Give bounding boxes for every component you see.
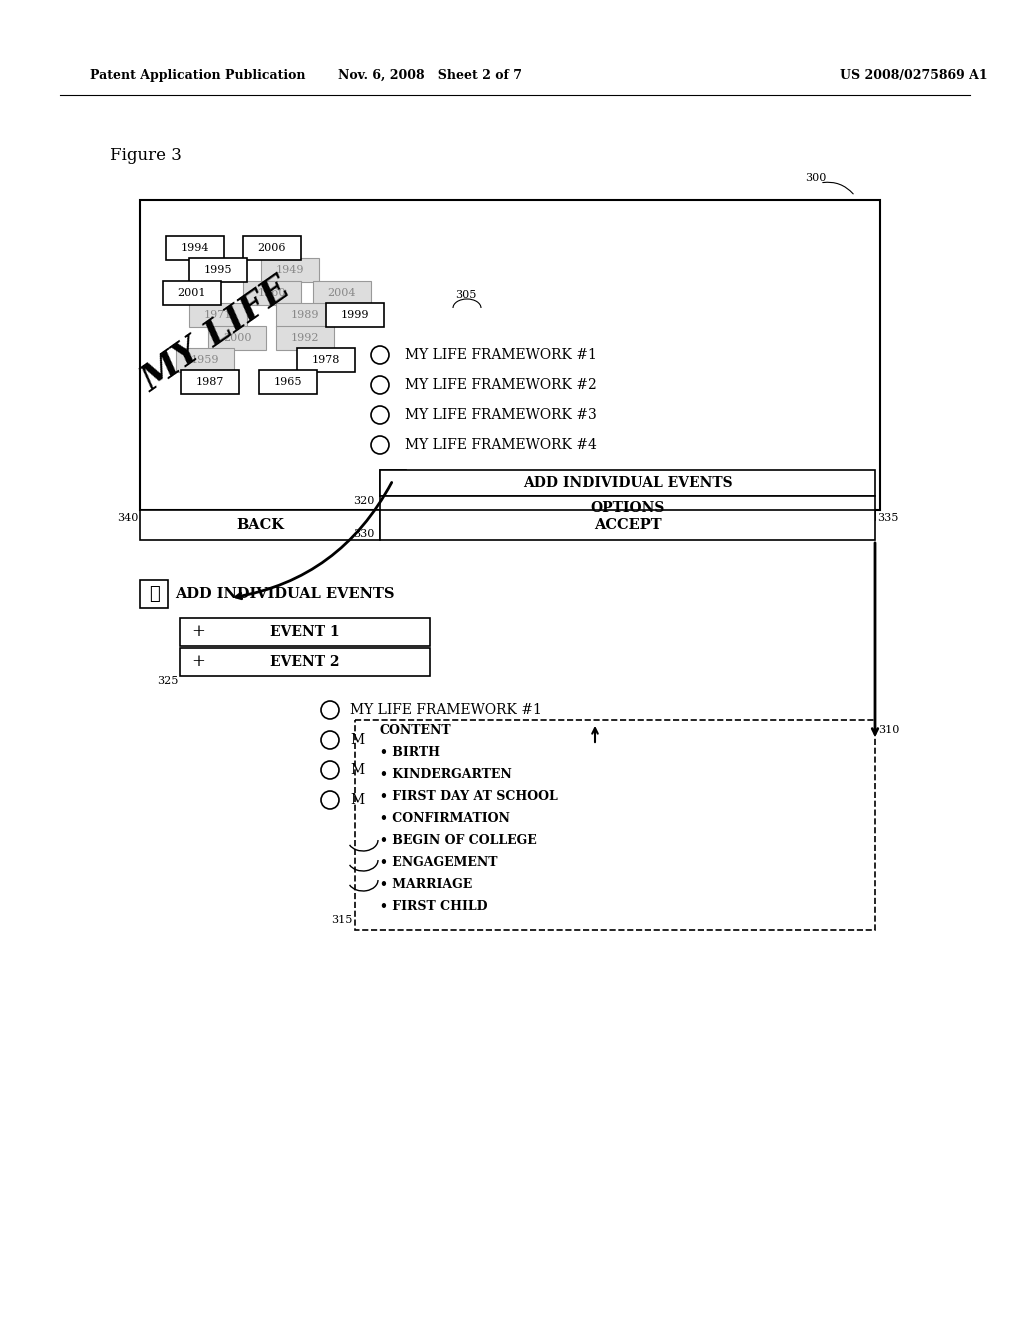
Text: • BEGIN OF COLLEGE: • BEGIN OF COLLEGE (380, 833, 537, 846)
Text: 1978: 1978 (312, 355, 340, 366)
Text: 335: 335 (877, 513, 898, 523)
Text: 2006: 2006 (258, 243, 287, 253)
Text: 1994: 1994 (181, 243, 209, 253)
Polygon shape (243, 236, 301, 260)
Text: 1987: 1987 (196, 378, 224, 387)
Polygon shape (313, 281, 371, 305)
Text: M: M (350, 733, 365, 747)
Text: • MARRIAGE: • MARRIAGE (380, 878, 472, 891)
Text: • FIRST CHILD: • FIRST CHILD (380, 899, 487, 912)
Polygon shape (180, 648, 430, 676)
Text: Nov. 6, 2008   Sheet 2 of 7: Nov. 6, 2008 Sheet 2 of 7 (338, 69, 522, 82)
Text: 2004: 2004 (328, 288, 356, 298)
Text: 2000: 2000 (223, 333, 251, 343)
Polygon shape (176, 348, 234, 372)
Text: 340: 340 (117, 513, 138, 523)
Polygon shape (140, 510, 380, 540)
Polygon shape (208, 326, 266, 350)
Polygon shape (180, 618, 430, 645)
Polygon shape (189, 304, 247, 327)
Text: MY LIFE FRAMEWORK #4: MY LIFE FRAMEWORK #4 (406, 438, 597, 451)
Polygon shape (140, 579, 168, 609)
Text: MY LIFE FRAMEWORK #2: MY LIFE FRAMEWORK #2 (406, 378, 597, 392)
Text: OPTIONS: OPTIONS (591, 502, 666, 515)
Polygon shape (380, 470, 874, 496)
Text: 330: 330 (353, 529, 375, 539)
Text: EVENT 1: EVENT 1 (270, 624, 340, 639)
Polygon shape (259, 370, 317, 393)
Text: 310: 310 (878, 725, 899, 735)
Polygon shape (163, 281, 221, 305)
Text: ACCEPT: ACCEPT (594, 517, 662, 532)
Text: 1992: 1992 (291, 333, 319, 343)
Text: M: M (350, 763, 365, 777)
Text: 1949: 1949 (275, 265, 304, 275)
Text: 1999: 1999 (341, 310, 370, 319)
Text: 1960: 1960 (258, 288, 287, 298)
Text: MY LIFE FRAMEWORK #1: MY LIFE FRAMEWORK #1 (406, 348, 597, 362)
Text: MY LIFE: MY LIFE (134, 271, 296, 399)
Text: 300: 300 (805, 173, 826, 183)
Polygon shape (243, 281, 301, 305)
Polygon shape (380, 510, 874, 540)
Text: 1965: 1965 (273, 378, 302, 387)
Polygon shape (166, 236, 224, 260)
Polygon shape (181, 370, 239, 393)
Text: 305: 305 (455, 290, 476, 300)
Polygon shape (326, 304, 384, 327)
Polygon shape (297, 348, 355, 372)
Text: 1959: 1959 (190, 355, 219, 366)
Text: • BIRTH: • BIRTH (380, 746, 440, 759)
Text: +: + (191, 653, 205, 671)
Text: Figure 3: Figure 3 (110, 147, 182, 164)
Text: Patent Application Publication: Patent Application Publication (90, 69, 305, 82)
Text: MY LIFE FRAMEWORK #1: MY LIFE FRAMEWORK #1 (350, 704, 542, 717)
Text: 320: 320 (353, 496, 375, 506)
Text: • CONFIRMATION: • CONFIRMATION (380, 812, 510, 825)
Polygon shape (380, 496, 874, 520)
Text: 2001: 2001 (178, 288, 206, 298)
Text: BACK: BACK (237, 517, 284, 532)
Text: M: M (350, 793, 365, 807)
Text: +: + (191, 623, 205, 640)
Text: 325: 325 (157, 676, 178, 686)
Text: 1989: 1989 (291, 310, 319, 319)
Text: • ENGAGEMENT: • ENGAGEMENT (380, 855, 498, 869)
Text: EVENT 2: EVENT 2 (270, 655, 340, 669)
Text: • FIRST DAY AT SCHOOL: • FIRST DAY AT SCHOOL (380, 789, 558, 803)
Polygon shape (276, 304, 334, 327)
Polygon shape (261, 257, 319, 282)
Polygon shape (189, 257, 247, 282)
Text: CONTENT: CONTENT (380, 723, 452, 737)
Polygon shape (380, 470, 406, 496)
Text: MY LIFE FRAMEWORK #3: MY LIFE FRAMEWORK #3 (406, 408, 597, 422)
Text: • KINDERGARTEN: • KINDERGARTEN (380, 767, 512, 780)
Text: 1971: 1971 (204, 310, 232, 319)
Text: 315: 315 (332, 915, 353, 925)
Text: ADD INDIVIDUAL EVENTS: ADD INDIVIDUAL EVENTS (175, 587, 394, 601)
Text: ☒: ☒ (148, 585, 160, 603)
Text: US 2008/0275869 A1: US 2008/0275869 A1 (840, 69, 987, 82)
Text: 1995: 1995 (204, 265, 232, 275)
Text: ADD INDIVIDUAL EVENTS: ADD INDIVIDUAL EVENTS (523, 477, 733, 490)
Polygon shape (276, 326, 334, 350)
